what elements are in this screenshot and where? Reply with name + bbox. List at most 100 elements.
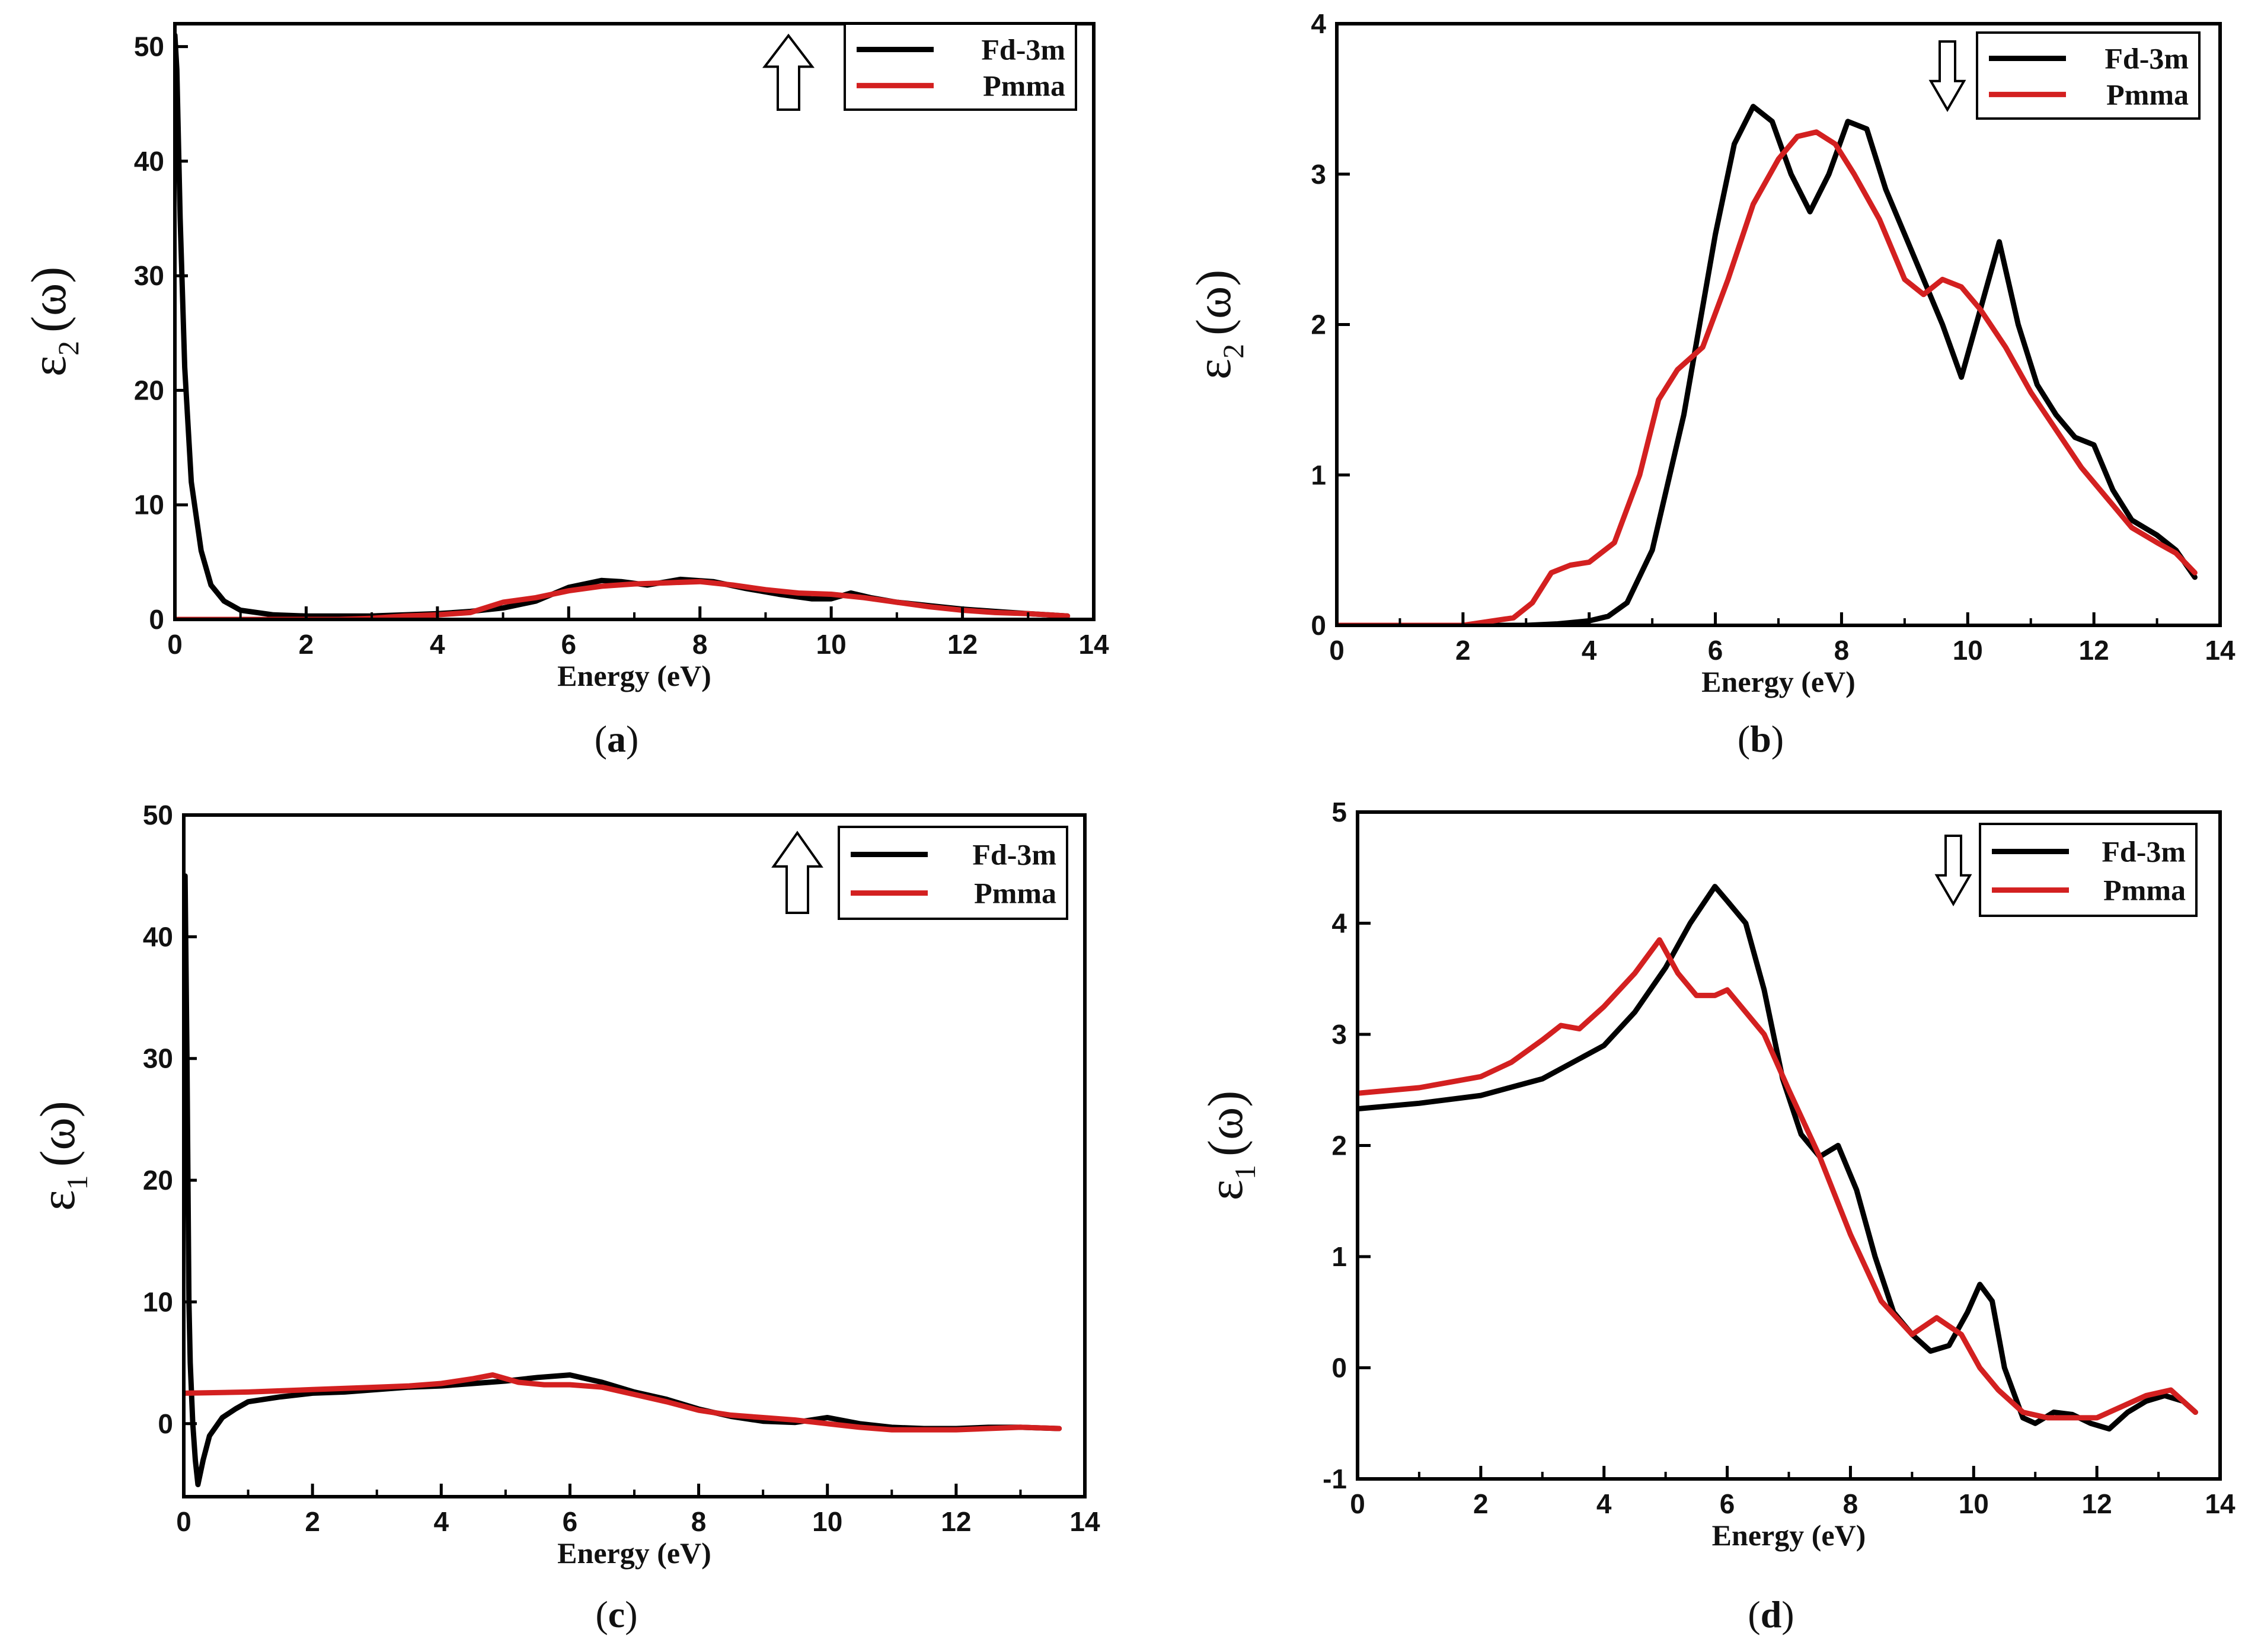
legend-label: Pmma bbox=[983, 69, 1065, 102]
x-tick-label: 14 bbox=[2205, 635, 2236, 666]
legend-label: Pmma bbox=[2106, 78, 2189, 111]
x-tick-label: 10 bbox=[1953, 635, 1983, 666]
y-tick-label: 3 bbox=[1311, 159, 1326, 190]
y-tick-label: 1 bbox=[1331, 1241, 1347, 1272]
panel-caption: (d) bbox=[1748, 1593, 1794, 1635]
y-tick-label: 0 bbox=[149, 604, 164, 635]
panel-caption-letter: d bbox=[1761, 1593, 1782, 1635]
series-line-pmma bbox=[1337, 129, 2198, 625]
x-tick-label: 4 bbox=[430, 629, 445, 660]
x-tick-label: 10 bbox=[1959, 1488, 1989, 1519]
x-tick-label: 8 bbox=[692, 629, 708, 660]
legend-label: Fd-3m bbox=[981, 33, 1065, 66]
panel-caption-letter: a bbox=[607, 718, 626, 760]
legend-box bbox=[838, 826, 1068, 920]
x-tick-label: 4 bbox=[1582, 635, 1597, 666]
x-tick-label: 10 bbox=[812, 1506, 842, 1537]
series-line-fd-3m bbox=[184, 873, 1062, 1487]
y-tick-label: 30 bbox=[143, 1043, 173, 1074]
legend-label: Fd-3m bbox=[2105, 42, 2189, 75]
y-tick-label: 2 bbox=[1331, 1130, 1347, 1161]
panel-caption-letter: c bbox=[608, 1593, 625, 1635]
x-tick-label: 12 bbox=[2079, 635, 2109, 666]
legend-box bbox=[1976, 31, 2201, 120]
legend-box bbox=[844, 23, 1077, 111]
x-tick-label: 0 bbox=[176, 1506, 191, 1537]
y-tick-label: 4 bbox=[1311, 8, 1326, 39]
y-tick-label: 50 bbox=[143, 800, 173, 830]
y-axis-subscript: 1 bbox=[60, 1175, 94, 1190]
x-tick-label: 8 bbox=[1834, 635, 1850, 666]
y-tick-label: -1 bbox=[1323, 1464, 1347, 1494]
x-axis-title: Energy (eV) bbox=[557, 659, 711, 692]
y-axis-title: ε2 (ω) bbox=[1186, 270, 1250, 380]
panel-caption: (c) bbox=[595, 1593, 637, 1635]
x-tick-label: 2 bbox=[1455, 635, 1471, 666]
y-tick-label: 2 bbox=[1311, 309, 1326, 340]
x-tick-label: 14 bbox=[1078, 629, 1109, 660]
y-tick-label: 0 bbox=[158, 1408, 173, 1439]
x-tick-label: 0 bbox=[167, 629, 183, 660]
y-tick-label: 4 bbox=[1331, 908, 1347, 939]
x-tick-label: 4 bbox=[1596, 1488, 1612, 1519]
x-tick-label: 12 bbox=[2082, 1488, 2112, 1519]
x-tick-label: 12 bbox=[941, 1506, 971, 1537]
x-tick-label: 4 bbox=[433, 1506, 449, 1537]
y-axis-symbol: ε bbox=[21, 356, 76, 376]
y-axis-argument: (ω) bbox=[30, 1101, 85, 1167]
x-tick-label: 6 bbox=[561, 629, 576, 660]
panel-c: 0 2 4 6 8 10 12 14 0 10 20 30 40 50 Energy (eV) ε1 (ω) Fd… bbox=[30, 800, 1100, 1635]
x-tick-label: 8 bbox=[691, 1506, 707, 1537]
y-tick-label: 50 bbox=[134, 31, 164, 62]
series-line-fd-3m bbox=[1337, 104, 2198, 625]
x-tick-label: 2 bbox=[299, 629, 314, 660]
x-axis-title: Energy (eV) bbox=[557, 1536, 711, 1570]
x-axis-title: Energy (eV) bbox=[1712, 1519, 1866, 1552]
series-line-pmma bbox=[184, 1372, 1062, 1433]
panel-caption: (b) bbox=[1738, 718, 1784, 760]
y-tick-label: 10 bbox=[134, 490, 164, 520]
panel-caption: (a) bbox=[595, 718, 639, 760]
x-tick-label: 6 bbox=[563, 1506, 578, 1537]
legend-label: Fd-3m bbox=[2102, 835, 2186, 868]
x-axis-title: Energy (eV) bbox=[1701, 665, 1856, 698]
arrow-up-icon bbox=[771, 830, 823, 914]
y-axis-symbol: ε bbox=[30, 1190, 85, 1210]
y-tick-label: 1 bbox=[1311, 459, 1326, 490]
y-axis-title: ε1 (ω) bbox=[30, 1101, 94, 1211]
y-tick-label: 0 bbox=[1331, 1353, 1347, 1383]
legend-label: Pmma bbox=[2103, 874, 2186, 907]
x-tick-label: 14 bbox=[1069, 1506, 1100, 1537]
arrow-down-icon bbox=[1928, 40, 1966, 112]
x-tick-label: 12 bbox=[947, 629, 978, 660]
y-tick-label: 0 bbox=[1311, 610, 1326, 641]
x-tick-label: 0 bbox=[1350, 1488, 1365, 1519]
y-axis-symbol: ε bbox=[1186, 359, 1241, 379]
y-axis-subscript: 1 bbox=[1228, 1165, 1262, 1180]
x-tick-label: 6 bbox=[1708, 635, 1723, 666]
y-axis-title: ε2 (ω) bbox=[21, 267, 85, 377]
x-tick-label: 2 bbox=[1473, 1488, 1489, 1519]
legend-box bbox=[1979, 823, 2198, 917]
y-tick-label: 5 bbox=[1331, 797, 1347, 827]
y-tick-label: 10 bbox=[143, 1286, 173, 1317]
y-axis-subscript: 2 bbox=[1216, 344, 1250, 359]
x-tick-label: 0 bbox=[1329, 635, 1345, 666]
y-tick-label: 30 bbox=[134, 260, 164, 291]
y-tick-label: 20 bbox=[134, 375, 164, 405]
x-tick-label: 6 bbox=[1720, 1488, 1735, 1519]
y-tick-label: 40 bbox=[143, 921, 173, 952]
y-tick-label: 3 bbox=[1331, 1019, 1347, 1050]
plot-frame bbox=[173, 22, 1096, 621]
x-tick-label: 2 bbox=[305, 1506, 320, 1537]
y-tick-label: 20 bbox=[143, 1165, 173, 1196]
y-axis-subscript: 2 bbox=[52, 341, 85, 356]
x-tick-label: 14 bbox=[2205, 1488, 2236, 1519]
series-line-pmma bbox=[1358, 937, 2198, 1421]
x-tick-label: 10 bbox=[816, 629, 847, 660]
y-tick-label: 40 bbox=[134, 146, 164, 177]
arrow-down-icon bbox=[1934, 835, 1972, 906]
y-axis-argument: (ω) bbox=[1186, 270, 1241, 335]
